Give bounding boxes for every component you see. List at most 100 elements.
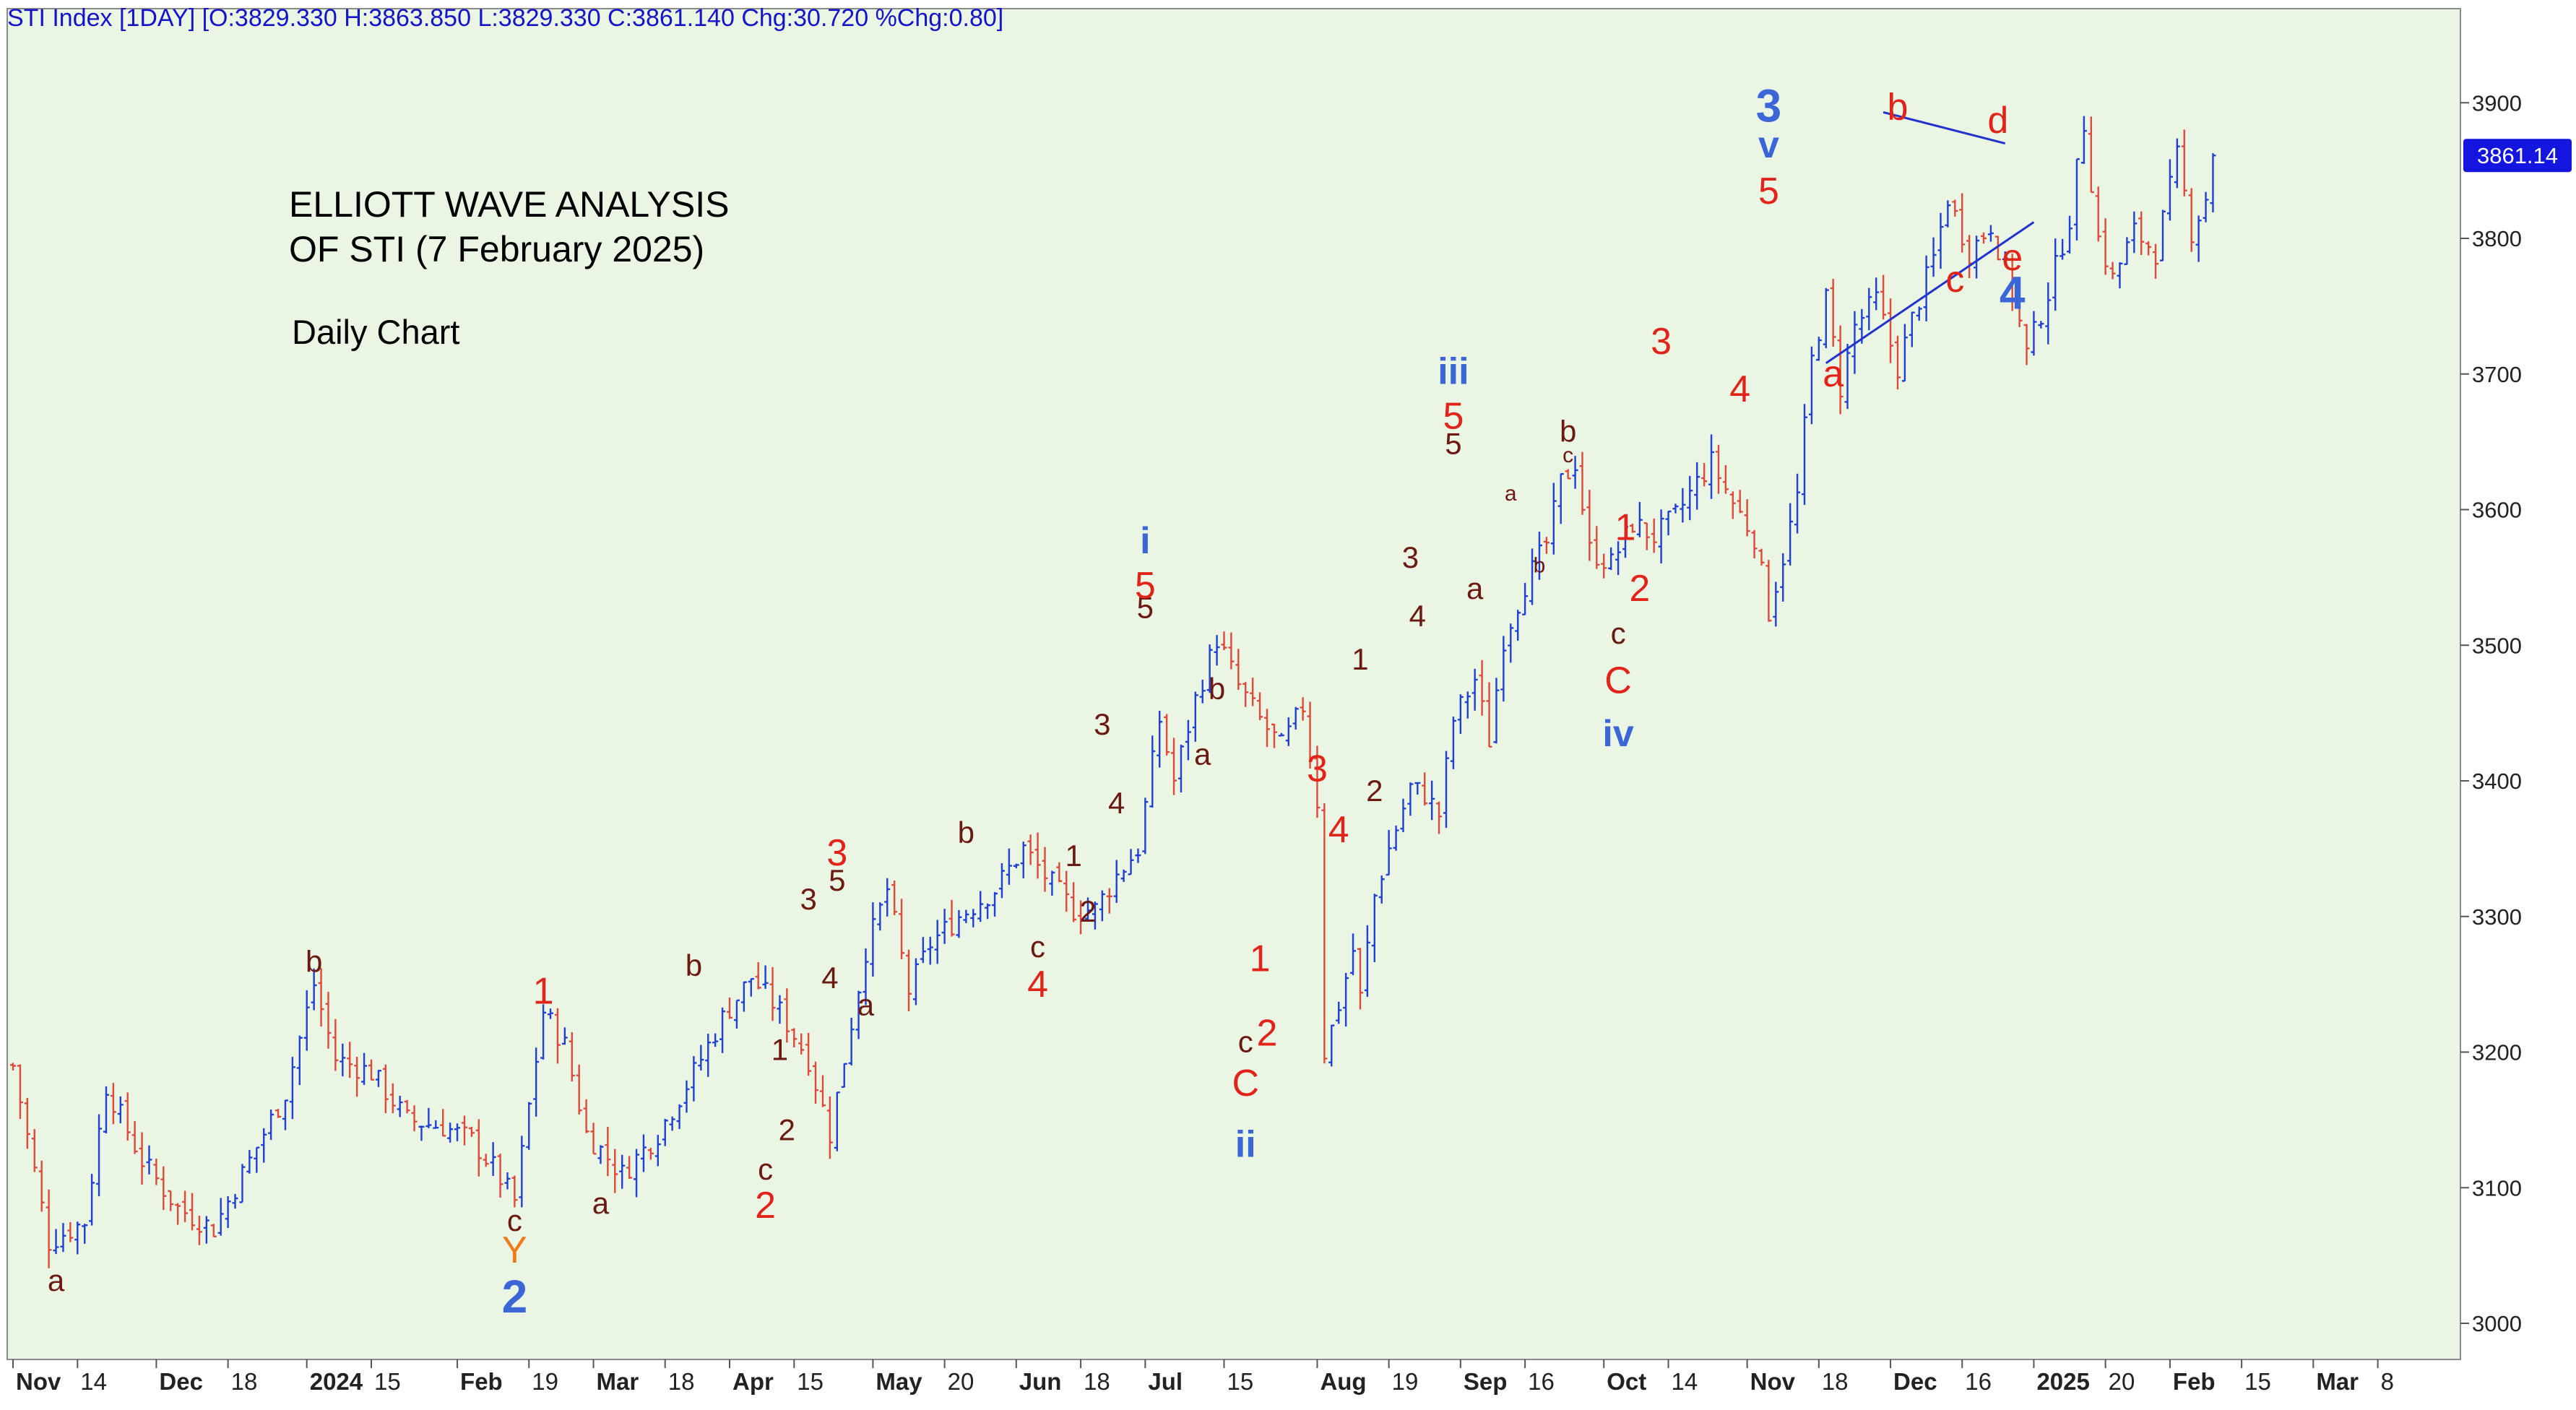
ohlc-bar <box>1206 644 1213 693</box>
x-tick-label: Oct <box>1607 1368 1646 1395</box>
ohlc-bar <box>1708 434 1715 499</box>
wave-label: 1 <box>1352 642 1368 676</box>
x-tick-label: 15 <box>2244 1368 2271 1395</box>
ohlc-bar <box>634 1149 640 1198</box>
wave-label: b <box>1887 86 1908 128</box>
wave-label: 4 <box>1729 368 1750 410</box>
ohlc-bar <box>899 899 905 960</box>
ohlc-bar <box>232 1193 238 1209</box>
ohlc-bar <box>1722 464 1729 494</box>
ohlc-bar <box>74 1221 81 1255</box>
ohlc-bar <box>1994 235 2001 261</box>
wave-label: 4 <box>1409 599 1426 633</box>
ohlc-bar <box>1923 255 1929 321</box>
wave-label: Y <box>502 1229 527 1271</box>
ohlc-bar <box>755 962 761 990</box>
wave-label: 4 <box>821 961 838 995</box>
wave-label: b <box>1534 553 1546 577</box>
x-tick-label: Jun <box>1019 1368 1062 1395</box>
ohlc-bar <box>1557 472 1564 524</box>
ohlc-bar <box>1787 503 1794 566</box>
ohlc-bar <box>1565 469 1571 480</box>
wave-label: v <box>1758 124 1779 166</box>
ohlc-bar <box>1321 803 1328 1064</box>
ohlc-bar <box>182 1190 189 1222</box>
wave-label: 3 <box>826 832 847 874</box>
ohlc-bar <box>131 1120 138 1154</box>
y-tick-label: 3900 <box>2472 90 2522 116</box>
wave-label: a <box>1505 482 1517 506</box>
ohlc-bar <box>454 1123 461 1141</box>
ohlc-bar <box>1844 344 1851 410</box>
ohlc-bar <box>1680 488 1686 523</box>
ohlc-bar <box>597 1145 604 1164</box>
ohlc-bar <box>1214 635 1220 666</box>
wave-label: 2 <box>1366 774 1383 808</box>
analysis-title-line-2: OF STI (7 February 2025) <box>289 229 705 269</box>
ohlc-bar <box>2080 116 2087 164</box>
ohlc-bar <box>325 992 332 1049</box>
chart-subtitle: Daily Chart <box>292 313 460 351</box>
ohlc-bar <box>1106 888 1112 914</box>
ohlc-bar <box>1113 860 1120 903</box>
x-tick-label: 18 <box>668 1368 695 1395</box>
ohlc-bar <box>447 1123 454 1143</box>
ohlc-bar <box>691 1056 697 1102</box>
ohlc-bar <box>433 1120 439 1129</box>
ohlc-bar <box>1407 782 1414 816</box>
ohlc-bar <box>1945 200 1951 228</box>
wave-label: c <box>1611 616 1626 650</box>
ohlc-bar <box>805 1032 812 1076</box>
ohlc-bar <box>1643 522 1650 550</box>
x-tick-label: 15 <box>1227 1368 1253 1395</box>
ohlc-bar <box>1157 711 1163 768</box>
ohlc-bar <box>53 1229 59 1255</box>
ohlc-bar <box>1063 870 1070 912</box>
ohlc-bar <box>1042 847 1048 892</box>
ohlc-bar <box>998 863 1005 899</box>
ohlc-bar <box>1092 901 1098 930</box>
ohlc-bar <box>1228 632 1235 670</box>
ohlc-bar <box>1336 1001 1342 1024</box>
ohlc-bar <box>2153 243 2159 279</box>
ohlc-bar <box>934 920 941 964</box>
ohlc-bar <box>411 1105 418 1132</box>
ohlc-bar <box>1909 311 1915 347</box>
ohlc-bar <box>1429 780 1435 821</box>
ohlc-bar <box>1128 849 1134 875</box>
ohlc-bar <box>963 909 969 923</box>
ohlc-bar <box>2174 138 2180 189</box>
wave-label: 2 <box>1079 894 1096 928</box>
ohlc-bar <box>2181 129 2187 196</box>
x-tick-label: 14 <box>80 1368 107 1395</box>
ohlc-bar <box>1794 473 1801 534</box>
ohlc-bar <box>927 936 933 965</box>
wave-label: a <box>857 988 875 1022</box>
x-tick-label: Feb <box>2173 1368 2216 1395</box>
ohlc-bar <box>461 1115 467 1146</box>
ohlc-bar <box>1056 862 1063 883</box>
y-tick-label: 3800 <box>2472 226 2522 251</box>
wave-label: a <box>48 1263 65 1297</box>
ohlc-bar <box>992 891 998 917</box>
ohlc-bar <box>1135 848 1141 863</box>
ohlc-bar <box>654 1135 661 1167</box>
ohlc-bar <box>475 1119 482 1177</box>
wave-labels: abcY21abc2123453abc4123455iabcCii1234123… <box>48 80 2026 1323</box>
ohlc-bar <box>282 1099 288 1130</box>
ohlc-bar <box>1142 797 1149 855</box>
ohlc-bar <box>153 1159 160 1185</box>
ohlc-bar <box>1006 848 1012 885</box>
ohlc-bar <box>103 1086 109 1134</box>
ohlc-bar <box>2073 158 2080 241</box>
ohlc-bar <box>1615 541 1622 576</box>
ohlc-bar <box>60 1223 66 1253</box>
ohlc-bar <box>1314 745 1321 818</box>
ohlc-bar <box>2131 211 2138 254</box>
ohlc-bar <box>196 1215 202 1245</box>
ohlc-bar <box>203 1216 209 1244</box>
ohlc-bar <box>1493 678 1500 744</box>
y-tick-label: 3300 <box>2472 904 2522 930</box>
ohlc-bar <box>1687 475 1693 521</box>
ohlc-bar <box>67 1221 74 1242</box>
